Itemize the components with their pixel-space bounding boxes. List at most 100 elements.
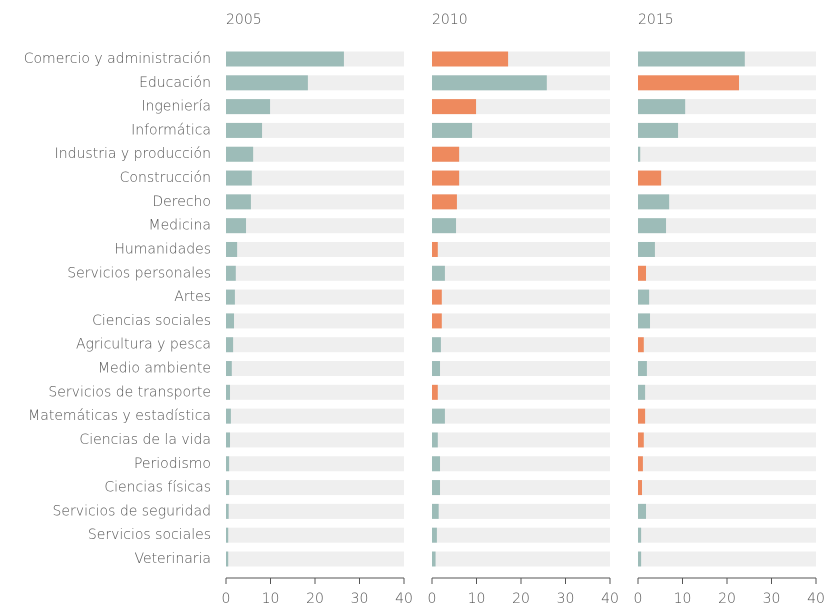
- track: [226, 194, 404, 210]
- x-tick-label: 40: [601, 591, 619, 607]
- bar: [432, 384, 438, 400]
- track: [432, 432, 610, 448]
- bar: [226, 408, 231, 424]
- x-tick-label: 0: [634, 591, 643, 607]
- category-label: Servicios de transporte: [48, 384, 211, 400]
- category-label: Medicina: [148, 218, 211, 234]
- bar: [226, 361, 232, 377]
- track: [226, 527, 404, 543]
- track: [432, 480, 610, 496]
- bar: [432, 361, 441, 377]
- track: [226, 170, 404, 186]
- bar: [432, 241, 438, 257]
- track: [638, 480, 816, 496]
- bar: [638, 337, 644, 353]
- category-label: Servicios personales: [67, 265, 211, 281]
- x-tick-label: 20: [718, 591, 736, 607]
- bar: [638, 75, 740, 91]
- track: [432, 122, 610, 138]
- bar: [638, 122, 679, 138]
- track: [638, 289, 816, 305]
- track: [432, 408, 610, 424]
- track: [226, 432, 404, 448]
- track: [638, 551, 816, 567]
- track: [432, 361, 610, 377]
- track: [432, 194, 610, 210]
- bar: [638, 265, 647, 281]
- category-label: Comercio y administración: [24, 51, 211, 67]
- track: [432, 289, 610, 305]
- bar: [432, 122, 473, 138]
- bar: [226, 503, 229, 519]
- track: [638, 194, 816, 210]
- bar: [226, 313, 235, 329]
- x-tick-label: 20: [306, 591, 324, 607]
- bar: [638, 480, 643, 496]
- track: [638, 170, 816, 186]
- track: [638, 218, 816, 234]
- track: [226, 241, 404, 257]
- category-label: Servicios sociales: [88, 527, 211, 543]
- x-tick-label: 40: [395, 591, 413, 607]
- track: [638, 384, 816, 400]
- bar: [226, 432, 231, 448]
- bar: [638, 218, 667, 234]
- track: [226, 122, 404, 138]
- category-label: Servicios de seguridad: [53, 503, 211, 519]
- bar: [226, 122, 263, 138]
- bar: [638, 527, 642, 543]
- category-label: Ciencias de la vida: [79, 432, 211, 448]
- bar: [226, 170, 252, 186]
- bar: [638, 99, 686, 115]
- bar: [226, 527, 229, 543]
- track: [226, 313, 404, 329]
- track: [638, 503, 816, 519]
- bar: [226, 265, 236, 281]
- category-label: Ingeniería: [141, 99, 211, 115]
- bar: [638, 51, 745, 67]
- track: [432, 313, 610, 329]
- track: [638, 122, 816, 138]
- track: [638, 408, 816, 424]
- bar: [226, 99, 271, 115]
- bar: [638, 503, 647, 519]
- track: [226, 503, 404, 519]
- category-label: Humanidades: [114, 241, 211, 257]
- track: [432, 527, 610, 543]
- category-label: Ciencias sociales: [92, 313, 211, 329]
- track: [432, 265, 610, 281]
- track: [226, 265, 404, 281]
- track: [638, 337, 816, 353]
- category-label: Medio ambiente: [98, 361, 211, 377]
- panel-title: 2015: [638, 12, 674, 28]
- track: [226, 99, 404, 115]
- track: [226, 337, 404, 353]
- bar: [226, 146, 254, 162]
- bar: [432, 194, 457, 210]
- track: [226, 289, 404, 305]
- category-label: Construcción: [120, 170, 211, 186]
- x-tick-label: 10: [468, 591, 486, 607]
- bar: [226, 337, 234, 353]
- bar: [432, 265, 445, 281]
- bar: [432, 337, 441, 353]
- category-label: Periodismo: [134, 456, 211, 472]
- track: [432, 170, 610, 186]
- track: [432, 551, 610, 567]
- category-label: Artes: [174, 289, 211, 305]
- bar: [432, 432, 438, 448]
- track: [226, 218, 404, 234]
- x-tick-label: 10: [262, 591, 280, 607]
- track: [432, 241, 610, 257]
- bar: [432, 527, 437, 543]
- track: [432, 146, 610, 162]
- track: [638, 456, 816, 472]
- track: [638, 361, 816, 377]
- track: [226, 361, 404, 377]
- bar: [638, 384, 646, 400]
- bar: [638, 241, 655, 257]
- x-tick-label: 30: [763, 591, 781, 607]
- track: [226, 456, 404, 472]
- panel-title: 2010: [432, 12, 468, 28]
- x-tick-label: 30: [557, 591, 575, 607]
